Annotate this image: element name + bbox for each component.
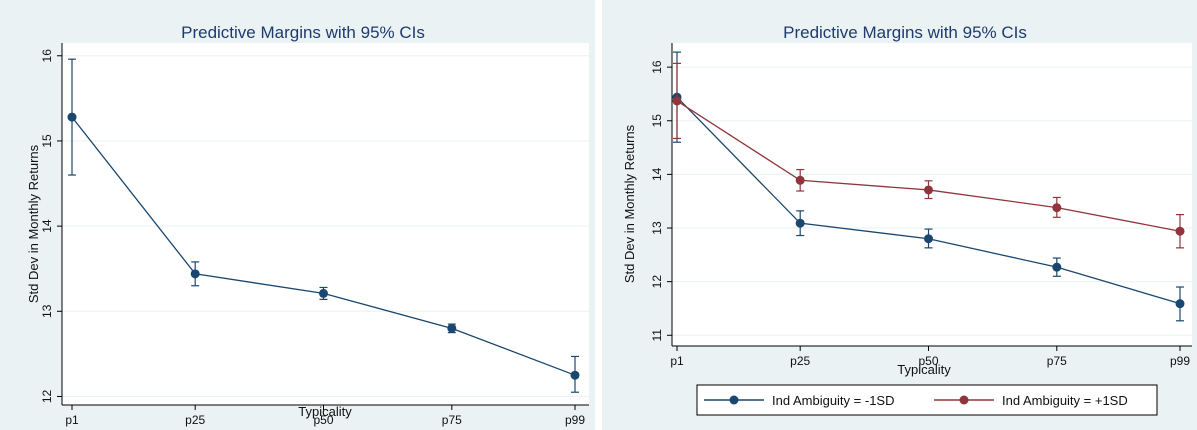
- data-point: [447, 323, 457, 333]
- x-tick-label: p25: [790, 354, 810, 368]
- data-point: [570, 370, 580, 380]
- chart-title: Predictive Margins with 95% CIs: [181, 23, 425, 42]
- y-tick-label: 15: [650, 114, 664, 128]
- x-axis-label: Typicality: [897, 362, 951, 377]
- x-tick-label: p1: [65, 413, 79, 427]
- grid-layer: [62, 55, 589, 397]
- x-tick-label: p75: [442, 413, 462, 427]
- x-tick-label: p50: [313, 413, 333, 427]
- data-point: [190, 269, 200, 279]
- chart-panel-left: Predictive Margins with 95% CIs 12 13 14 15…: [0, 0, 595, 430]
- legend-marker-neg: [729, 395, 739, 405]
- data-point: [795, 218, 805, 228]
- y-tick-label: 16: [40, 49, 54, 63]
- y-tick-label: 11: [650, 329, 664, 342]
- legend-label-neg: Ind Ambiguity = -1SD: [772, 393, 894, 408]
- ticks-layer: 12 13 14 15 16 p1 p25 p50 p75 p99: [40, 49, 585, 427]
- y-tick-label: 16: [650, 60, 664, 74]
- x-tick-label: p75: [1047, 354, 1067, 368]
- y-tick-label: 14: [650, 167, 664, 181]
- y-axis-label: Std Dev in Monthly Returns: [622, 124, 637, 283]
- y-tick-label: 14: [40, 219, 54, 233]
- data-point: [67, 112, 77, 122]
- chart-right-svg: Predictive Margins with 95% CIs 11 12 13 14…: [622, 23, 1192, 416]
- marks-layer: [672, 51, 1185, 322]
- data-point: [1052, 262, 1062, 272]
- x-tick-label: p99: [565, 413, 585, 427]
- chart-left-svg: Predictive Margins with 95% CIs 12 13 14 15…: [26, 23, 589, 427]
- y-tick-label: 12: [650, 275, 664, 289]
- ticks-layer: 11 12 13 14 15 16 p1 p25 p50 p75 p99: [650, 60, 1190, 368]
- legend-box: [696, 384, 1158, 416]
- chart-panel-right: Predictive Margins with 95% CIs 11 12 13 14…: [602, 0, 1197, 430]
- x-tick-label: p99: [1170, 354, 1190, 368]
- marks-layer: [67, 58, 580, 393]
- x-tick-label: p50: [918, 354, 938, 368]
- y-tick-label: 13: [40, 304, 54, 318]
- data-point: [1175, 299, 1185, 309]
- x-axis-label: Typicality: [298, 404, 352, 419]
- data-point: [319, 288, 328, 298]
- grid-layer: [672, 66, 1192, 336]
- plot-area: [672, 43, 1192, 346]
- data-point: [672, 96, 682, 106]
- plot-area: [62, 43, 589, 405]
- x-tick-label: p1: [670, 354, 684, 368]
- data-point: [924, 185, 933, 195]
- data-point: [1175, 226, 1185, 236]
- y-tick-label: 12: [40, 389, 54, 403]
- legend-marker-pos: [959, 395, 969, 405]
- legend-label-pos: Ind Ambiguity = +1SD: [1002, 393, 1128, 408]
- legend: Ind Ambiguity = -1SD Ind Ambiguity = +1S…: [696, 384, 1158, 416]
- chart-title: Predictive Margins with 95% CIs: [783, 23, 1027, 42]
- y-tick-label: 15: [40, 134, 54, 148]
- x-tick-label: p25: [185, 413, 205, 427]
- data-point: [1052, 203, 1062, 213]
- data-point: [924, 234, 933, 244]
- data-point: [795, 175, 805, 185]
- y-tick-label: 13: [650, 221, 664, 235]
- y-axis-label: Std Dev in Monthly Returns: [26, 144, 41, 303]
